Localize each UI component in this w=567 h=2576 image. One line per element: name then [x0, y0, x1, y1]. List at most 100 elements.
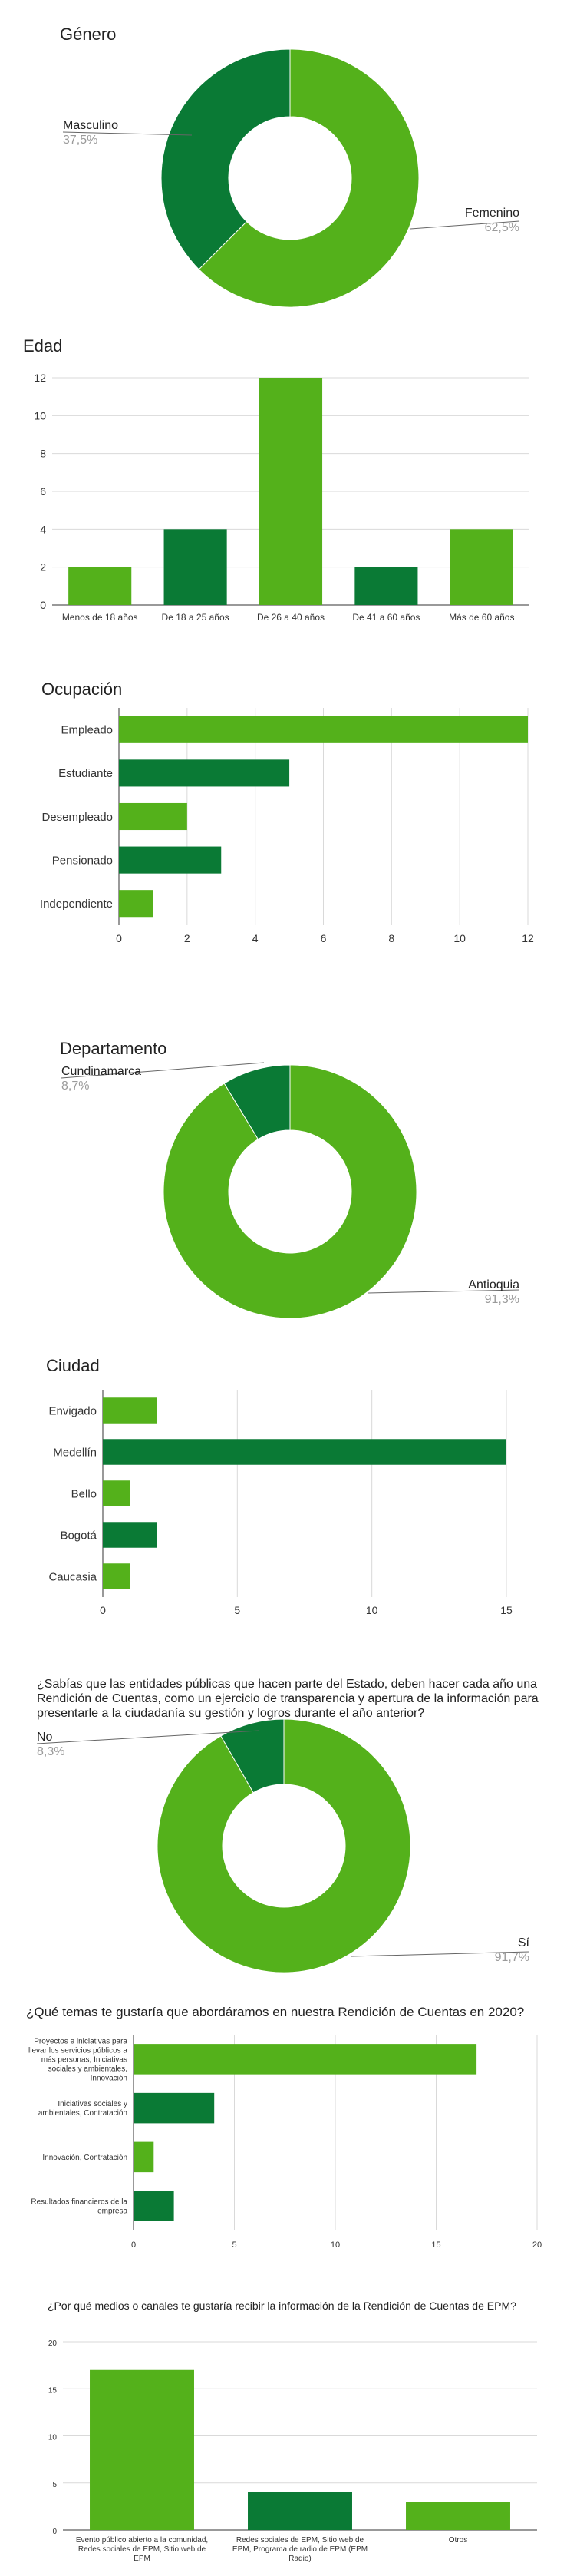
chart-title: ¿Por qué medios o canales te gustaría re… [48, 2300, 516, 2312]
bar [259, 378, 323, 605]
x-tick-label: 10 [366, 1604, 378, 1616]
leader-line [62, 131, 193, 136]
bar [90, 2369, 194, 2530]
chart-departamento: Departamento Cundinamarca 8,7% Antioquia 91… [0, 1014, 567, 1321]
slice-label: Antioquia [468, 1278, 519, 1291]
departamento-pie-chart: Departamento Cundinamarca 8,7% Antioquia 91… [60, 1039, 520, 1319]
x-tick-label: EPM, Programa de radio de EPM (EPM [232, 2545, 368, 2554]
x-tick-label: Redes sociales de EPM, Sitio web de [236, 2536, 364, 2545]
chart-temas: ¿Qué temas te gustaría que abordáramos e… [0, 1989, 567, 2265]
bar [134, 2141, 154, 2173]
y-tick-label: 10 [48, 2434, 58, 2442]
y-tick-label: 4 [40, 523, 46, 535]
leader-line [410, 220, 520, 230]
y-tick-label: Iniciativas sociales y [58, 2100, 127, 2108]
x-tick-label: 5 [232, 2240, 236, 2250]
bar [68, 567, 132, 605]
y-tick-label: Caucasia [48, 1570, 97, 1583]
x-tick-label: 4 [252, 932, 259, 944]
x-tick-label: Otros [449, 2536, 467, 2545]
x-tick-label: De 26 a 40 años [257, 612, 325, 623]
bar [354, 567, 418, 605]
pie-slice [163, 1064, 417, 1319]
y-tick-label: Bogotá [60, 1529, 97, 1542]
x-tick-label: 12 [522, 932, 534, 944]
medios-bar-chart: ¿Por qué medios o canales te gustaría re… [48, 2300, 537, 2563]
x-tick-label: 20 [532, 2240, 542, 2250]
bar [103, 1522, 157, 1548]
y-tick-label: Medellín [53, 1446, 97, 1459]
y-tick-label: empresa [97, 2207, 127, 2216]
leader-line [351, 1951, 530, 1957]
slice-label: Femenino [465, 207, 519, 220]
y-tick-label: 20 [48, 2340, 58, 2348]
y-tick-label: 8 [40, 448, 46, 460]
y-tick-label: ambientales, Contratación [38, 2109, 127, 2118]
bar [119, 759, 290, 787]
edad-bar-chart: Edad 0 2 4 6 8 10 12 Menos de 18 años De 18 a 25… [23, 336, 529, 623]
bar [450, 529, 513, 605]
x-tick-label: 6 [321, 932, 327, 944]
chart-medios: ¿Por qué medios o canales te gustaría re… [0, 2273, 567, 2576]
bar [103, 1439, 506, 1465]
y-tick-label: Innovación, Contratación [42, 2154, 127, 2162]
y-tick-label: 2 [40, 561, 46, 574]
bar [103, 1563, 130, 1589]
y-tick-label: 15 [48, 2386, 58, 2395]
chart-edad: Edad 0 2 4 6 8 10 12 Menos de 18 años De 18 a 25… [0, 322, 567, 645]
pie-slice [160, 48, 291, 270]
bar [119, 716, 528, 743]
slice-label: Cundinamarca [61, 1065, 141, 1078]
x-tick-label: Más de 60 años [449, 612, 514, 623]
y-tick-label: más personas, Iniciativas [41, 2055, 127, 2064]
chart-title: Departamento [60, 1039, 166, 1058]
slice-percent: 91,3% [485, 1293, 519, 1306]
leader-line [368, 1289, 520, 1294]
chart-title: Género [60, 25, 116, 44]
y-tick-label: Independiente [40, 898, 113, 911]
bar [406, 2502, 510, 2530]
chart-title: Edad [23, 336, 62, 355]
bar [119, 846, 222, 874]
x-tick-label: 10 [453, 932, 466, 944]
ciudad-bar-chart: Ciudad 0 5 10 15 Envigado Medellín Bello Bogotá… [46, 1356, 513, 1616]
bar [119, 890, 153, 918]
x-tick-label: 2 [184, 932, 190, 944]
x-tick-label: 0 [116, 932, 122, 944]
x-tick-label: 10 [331, 2240, 340, 2250]
chart-sabias: ¿Sabías que las entidades públicas que h… [0, 1651, 567, 1973]
y-tick-label: Innovación [91, 2074, 127, 2082]
x-tick-label: EPM [134, 2555, 150, 2563]
slice-percent: 8,7% [61, 1080, 89, 1093]
bar [248, 2492, 352, 2530]
chart-ocupacion: Ocupación 0 2 4 6 8 10 12 Empleado Estudiante Des… [0, 660, 567, 998]
x-tick-label: 0 [100, 1604, 106, 1616]
y-tick-label: Estudiante [58, 767, 113, 780]
bar [119, 802, 187, 831]
slice-percent: 8,3% [37, 1745, 64, 1758]
chart-title: Ocupación [41, 680, 122, 699]
chart-title-line: Rendición de Cuentas, como un ejercicio … [37, 1692, 539, 1705]
chart-ciudad: Ciudad 0 5 10 15 Envigado Medellín Bello Bogotá… [0, 1328, 567, 1651]
slice-label: No [37, 1731, 53, 1744]
slice-percent: 62,5% [485, 221, 519, 234]
x-tick-label: 5 [234, 1604, 240, 1616]
chart-title-line: ¿Sabías que las entidades públicas que h… [37, 1678, 537, 1691]
x-tick-label: De 41 a 60 años [352, 612, 420, 623]
x-tick-label: Evento público abierto a la comunidad, [76, 2536, 208, 2545]
leader-line [61, 1062, 265, 1079]
y-tick-label: 0 [52, 2528, 57, 2536]
slice-label: Sí [518, 1936, 530, 1949]
pie-slice [157, 1718, 411, 1973]
y-tick-label: Pensionado [52, 854, 113, 867]
y-tick-label: Envigado [48, 1404, 97, 1417]
y-tick-label: 0 [40, 599, 46, 611]
y-tick-label: Empleado [61, 724, 113, 737]
y-tick-label: 12 [34, 372, 46, 384]
y-tick-label: 6 [40, 485, 46, 498]
x-tick-label: Redes sociales de EPM, Sitio web de [78, 2545, 206, 2554]
y-tick-label: Resultados financieros de la [31, 2198, 127, 2207]
pie-slice [220, 1718, 285, 1794]
bar [134, 2044, 477, 2075]
